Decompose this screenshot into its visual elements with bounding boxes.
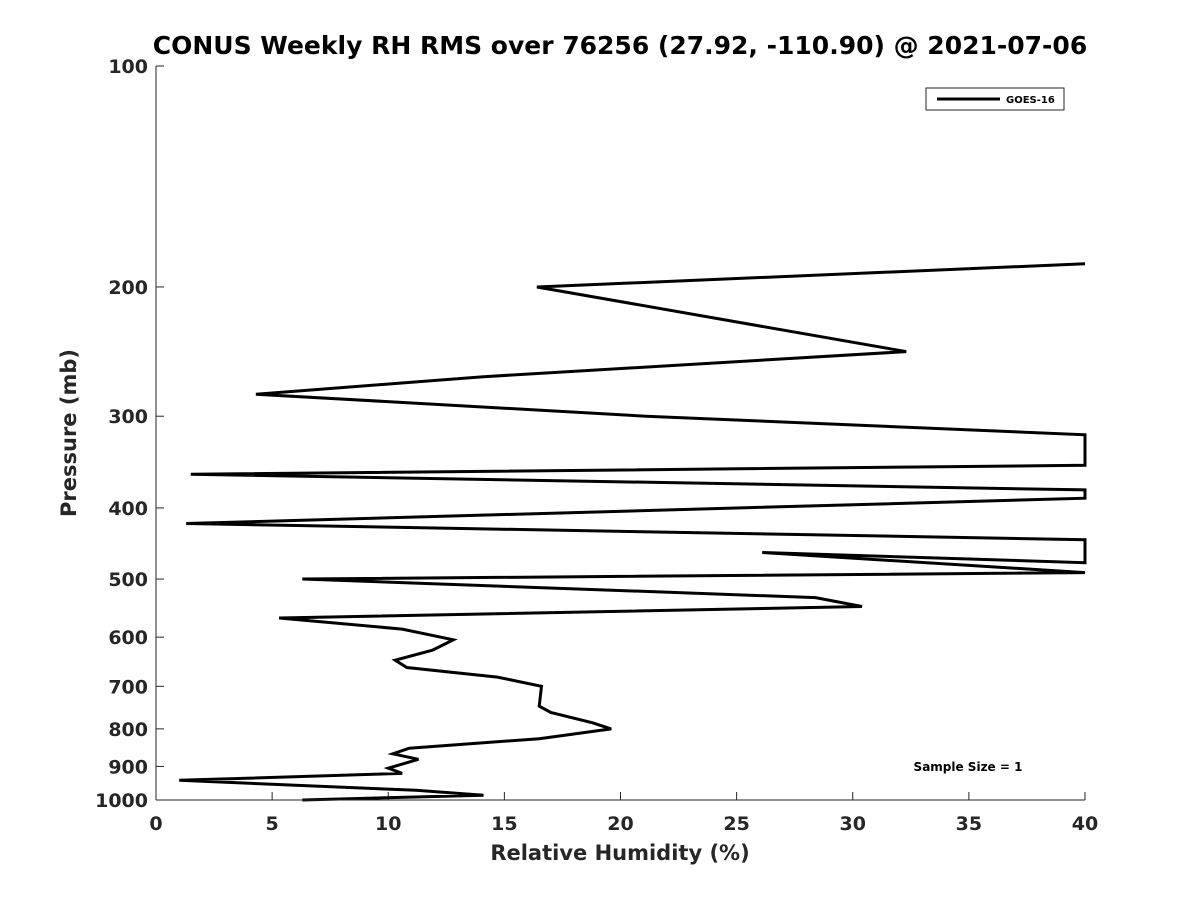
x-tick-label: 35 xyxy=(956,813,982,835)
legend-label-goes16: GOES-16 xyxy=(1006,95,1055,106)
x-tick-label: 15 xyxy=(491,813,517,835)
x-tick-label: 40 xyxy=(1072,813,1098,835)
y-tick-label: 700 xyxy=(108,676,148,698)
x-tick-label: 20 xyxy=(607,813,633,835)
y-tick-label: 500 xyxy=(108,569,148,591)
y-tick-label: 400 xyxy=(108,498,148,520)
y-axis-label: Pressure (mb) xyxy=(57,349,81,517)
x-tick-label: 30 xyxy=(840,813,866,835)
y-tick-label: 200 xyxy=(108,277,148,299)
chart-title: CONUS Weekly RH RMS over 76256 (27.92, -… xyxy=(153,31,1087,60)
legend: GOES-16 xyxy=(925,87,1065,111)
y-tick-label: 1000 xyxy=(95,790,148,812)
x-tick-label: 0 xyxy=(149,813,162,835)
plot-series xyxy=(179,262,1087,802)
x-tick-label: 5 xyxy=(266,813,279,835)
sample-size-annotation: Sample Size = 1 xyxy=(914,760,1023,774)
axis-ticks: 0 5 10 15 20 25 30 35 40 100 200 300 400 500 600 700 800… xyxy=(95,56,1098,835)
series-line-goes16 xyxy=(179,262,1087,802)
y-tick-label: 600 xyxy=(108,627,148,649)
y-tick-label: 800 xyxy=(108,719,148,741)
x-tick-label: 10 xyxy=(375,813,401,835)
y-tick-label: 300 xyxy=(108,406,148,428)
y-tick-label: 900 xyxy=(108,756,148,778)
x-tick-label: 25 xyxy=(723,813,749,835)
y-tick-label: 100 xyxy=(108,56,148,78)
x-axis-label: Relative Humidity (%) xyxy=(490,841,749,865)
